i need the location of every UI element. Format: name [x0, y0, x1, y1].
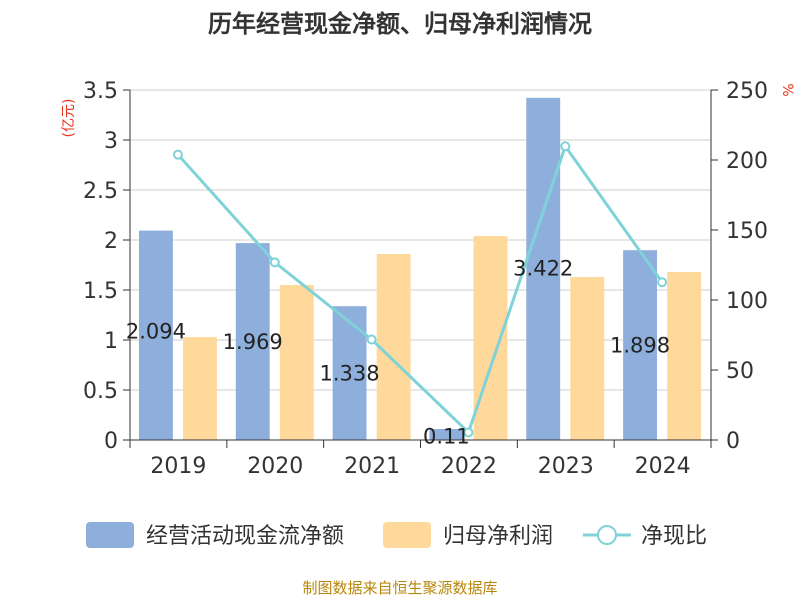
cashflow-data-label: 2.094 — [126, 320, 186, 344]
left-tick-label: 1.5 — [83, 279, 118, 304]
right-tick-label: 200 — [726, 149, 768, 174]
cashflow-data-label: 1.338 — [320, 362, 380, 386]
data-labels: 2.094 1.969 1.338 0.11 3.422 1.898 — [126, 257, 670, 449]
cashflow-bar — [235, 243, 270, 440]
legend-label-ratio: 净现比 — [641, 524, 707, 549]
net-profit-bar — [570, 277, 605, 440]
legend-label-net-profit: 归母净利润 — [443, 524, 553, 549]
left-tick-label: 1 — [104, 329, 118, 354]
x-tick-label: 2022 — [441, 454, 497, 479]
ratio-line-path — [176, 143, 664, 436]
left-tick-label: 0 — [104, 429, 118, 454]
cashflow-data-label: 0.11 — [423, 425, 470, 449]
legend-swatch-net-profit — [383, 522, 431, 548]
ratio-point — [172, 149, 183, 160]
x-tick-label: 2023 — [538, 454, 594, 479]
net-profit-bar — [183, 337, 217, 440]
left-tick-label: 2 — [104, 229, 118, 254]
cashflow-data-label: 1.898 — [610, 334, 670, 358]
legend: 经营活动现金流净额 归母净利润 净现比 — [86, 522, 707, 549]
axes: 0 0.5 1 1.5 2 2.5 3 3.5 0 50 100 150 200 250 2019 2020 2… — [83, 79, 768, 479]
left-axis-unit: (亿元) — [61, 99, 77, 138]
left-tick-label: 3.5 — [83, 79, 118, 104]
gridlines — [130, 89, 711, 391]
net-profit-bar — [376, 254, 411, 440]
left-tick-label: 3 — [104, 129, 118, 154]
right-tick-label: 50 — [726, 359, 754, 384]
ratio-point — [657, 277, 668, 288]
net-profit-bar — [279, 285, 314, 440]
ratio-line — [172, 141, 668, 438]
legend-swatch-cashflow — [86, 522, 134, 548]
cashflow-bar — [138, 230, 173, 440]
net-profit-bar — [473, 236, 508, 440]
x-tick-label: 2019 — [150, 454, 206, 479]
cashflow-data-label: 3.422 — [513, 257, 573, 281]
right-tick-label: 150 — [726, 219, 768, 244]
right-tick-label: 0 — [726, 429, 740, 454]
ratio-point — [463, 427, 474, 438]
cashflow-bar — [429, 429, 464, 440]
ratio-point — [269, 257, 280, 268]
x-tick-label: 2020 — [247, 454, 303, 479]
legend-label-cashflow: 经营活动现金流净额 — [146, 524, 344, 549]
chart-title: 历年经营现金净额、归母净利润情况 — [208, 10, 592, 38]
source-note: 制图数据来自恒生聚源数据库 — [302, 579, 497, 597]
right-tick-label: 100 — [726, 289, 768, 314]
left-tick-label: 0.5 — [83, 379, 118, 404]
x-tick-label: 2021 — [344, 454, 400, 479]
legend-swatch-ratio-marker — [597, 525, 617, 545]
right-tick-label: 250 — [726, 79, 768, 104]
bars — [138, 97, 702, 441]
left-tick-label: 2.5 — [83, 179, 118, 204]
net-profit-bar — [667, 272, 702, 440]
cashflow-bar — [332, 306, 367, 440]
cashflow-bar — [526, 97, 561, 441]
right-axis-unit: % — [779, 83, 795, 96]
ratio-point — [560, 141, 571, 152]
ratio-point — [366, 334, 377, 345]
cashflow-data-label: 1.969 — [223, 330, 283, 354]
x-tick-label: 2024 — [635, 454, 691, 479]
cashflow-bar — [623, 250, 658, 440]
